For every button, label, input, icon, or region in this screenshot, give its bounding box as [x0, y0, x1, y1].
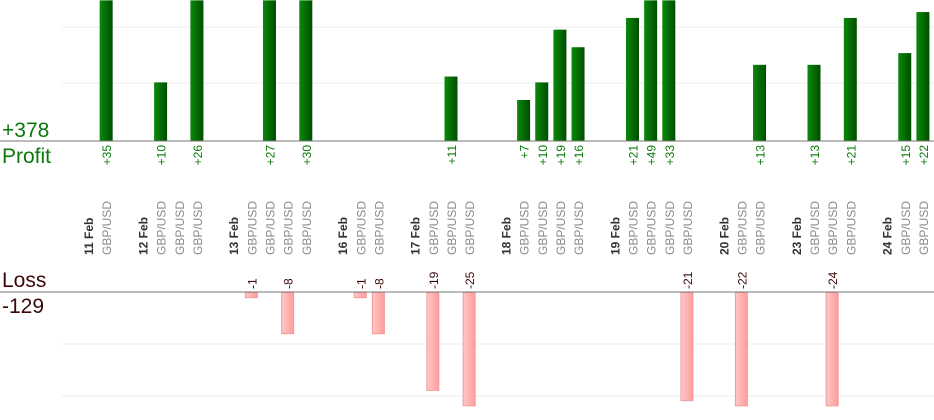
profit-total: +378: [2, 119, 49, 142]
profit-bar: [626, 17, 639, 141]
pair-label: GBP/USD: [808, 201, 822, 255]
profit-value-label: +11: [445, 145, 459, 165]
pair-label: GBP/USD: [463, 201, 477, 255]
profit-value-label: +21: [844, 145, 858, 166]
loss-value-label: -1: [354, 278, 368, 289]
pair-label: GBP/USD: [245, 201, 259, 255]
date-label: 13 Feb: [227, 217, 241, 255]
date-label: 17 Feb: [409, 217, 423, 255]
loss-bar: [371, 292, 385, 335]
date-label: 18 Feb: [499, 217, 513, 255]
profit-bar: [807, 64, 821, 141]
profit-bar: [263, 0, 276, 141]
profit-value-label: +27: [264, 145, 278, 166]
profit-value-label: +10: [155, 145, 169, 166]
profit-bar: [190, 0, 204, 141]
pair-label: GBP/USD: [536, 201, 550, 255]
loss-bar: [426, 292, 440, 391]
pair-label: GBP/USD: [663, 201, 677, 255]
pair-label: GBP/USD: [354, 201, 368, 255]
loss-bar: [462, 292, 476, 407]
pair-label: GBP/USD: [627, 201, 641, 255]
profit-value-label: +10: [536, 145, 550, 166]
loss-value-label: -22: [735, 271, 749, 289]
profit-bar: [916, 12, 930, 141]
profit-value-label: +15: [899, 145, 913, 166]
loss-value-label: -25: [463, 271, 477, 289]
profit-value-label: +35: [100, 145, 114, 166]
profit-value-label: +19: [554, 145, 568, 166]
loss-bar: [680, 292, 694, 402]
loss-bar: [281, 292, 295, 335]
loss-value-label: -19: [427, 271, 441, 289]
pair-label: GBP/USD: [518, 201, 532, 255]
pair-label: GBP/USD: [754, 201, 768, 255]
profit-value-label: +13: [754, 145, 768, 166]
profit-bar: [753, 64, 767, 141]
pair-label: GBP/USD: [917, 201, 931, 255]
loss-label: Loss: [2, 269, 46, 292]
loss-bar: [353, 292, 367, 299]
pair-label: GBP/USD: [572, 201, 586, 255]
loss-bar: [244, 292, 258, 299]
date-label: 11 Feb: [82, 218, 96, 255]
pair-label: GBP/USD: [264, 201, 278, 255]
loss-total: -129: [2, 295, 44, 318]
pair-label: GBP/USD: [899, 201, 913, 255]
pair-label: GBP/USD: [282, 201, 296, 255]
loss-value-label: -21: [681, 271, 695, 289]
profit-bar: [517, 99, 531, 141]
profit-value-label: +13: [808, 145, 822, 166]
profit-bar: [553, 29, 567, 141]
profit-bar: [299, 0, 313, 141]
pair-label: GBP/USD: [445, 201, 459, 255]
profit-bar: [535, 82, 549, 141]
profit-bar: [99, 0, 113, 141]
profit-bar: [843, 17, 857, 141]
profit-bar: [662, 0, 676, 141]
profit-label: Profit: [2, 145, 51, 168]
date-label: 24 Feb: [881, 217, 895, 255]
pair-label: GBP/USD: [100, 201, 114, 255]
profit-value-label: +22: [917, 145, 931, 166]
profit-bar: [154, 82, 168, 141]
loss-bar: [825, 292, 839, 407]
date-label: 19 Feb: [608, 217, 622, 255]
pair-label: GBP/USD: [173, 201, 187, 255]
pair-label: GBP/USD: [155, 201, 169, 255]
pair-label: GBP/USD: [826, 201, 840, 255]
pair-label: GBP/USD: [191, 201, 205, 255]
gridlines: [62, 26, 934, 397]
profit-bar: [898, 53, 912, 141]
pair-label: GBP/USD: [300, 201, 314, 255]
date-label: 23 Feb: [790, 217, 804, 255]
pair-label: GBP/USD: [735, 201, 749, 255]
profit-bar: [444, 76, 458, 141]
profit-bar: [644, 0, 658, 141]
profit-value-label: +21: [627, 145, 641, 166]
pair-label: GBP/USD: [372, 201, 386, 255]
date-label: 16 Feb: [336, 217, 350, 255]
profit-value-label: +49: [645, 145, 659, 166]
loss-value-label: -24: [826, 271, 840, 289]
profit-value-label: +30: [300, 145, 314, 166]
loss-value-label: -1: [245, 278, 259, 289]
profit-value-label: +26: [191, 145, 205, 166]
date-label: 12 Feb: [136, 217, 150, 255]
loss-bar: [734, 292, 748, 407]
pair-label: GBP/USD: [427, 201, 441, 255]
profit-bar: [571, 47, 585, 141]
profit-value-label: +33: [663, 145, 677, 166]
profit-value-label: +7: [518, 145, 532, 159]
pair-label: GBP/USD: [681, 201, 695, 255]
profit-value-label: +16: [572, 145, 586, 166]
loss-value-label: -8: [282, 278, 296, 289]
pair-label: GBP/USD: [645, 201, 659, 255]
pair-label: GBP/USD: [554, 201, 568, 255]
date-label: 20 Feb: [717, 217, 731, 255]
pair-label: GBP/USD: [844, 201, 858, 255]
loss-value-label: -8: [372, 278, 386, 289]
